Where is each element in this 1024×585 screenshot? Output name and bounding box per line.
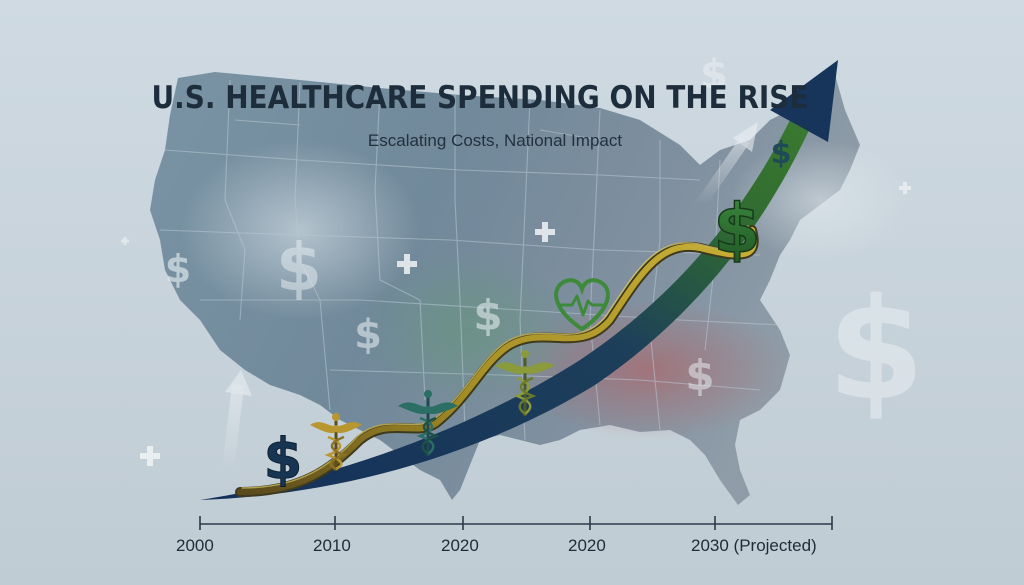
dollar-icon-faded: $ (700, 52, 728, 98)
caduceus-icon (310, 413, 362, 471)
page-title: U.S. HEALTHCARE SPENDING ON THE RISE (151, 80, 809, 116)
dollar-icon-faded: $ (354, 312, 382, 358)
dollar-icon-faded: $ (473, 291, 502, 340)
dollar-icon-faded: $ (827, 269, 924, 432)
faded-arrow-icon (695, 122, 758, 209)
timeline-label-2030-projected: 2030 (Projected) (691, 536, 817, 555)
plus-icon (535, 222, 555, 242)
timeline-axis (199, 516, 833, 530)
caduceus-icon (495, 350, 555, 416)
plus-icon (899, 182, 911, 194)
dollar-icon-faded: $ (165, 247, 191, 291)
spending-ribbon (235, 225, 759, 497)
plus-icon (121, 237, 129, 245)
dollar-icon-green: $ (713, 190, 760, 269)
timeline-label-2020-a: 2020 (441, 536, 479, 555)
page-subtitle: Escalating Costs, National Impact (367, 131, 623, 150)
trend-arrow (200, 60, 838, 500)
heart-pulse-icon (554, 278, 610, 332)
timeline-label-2000: 2000 (176, 536, 214, 555)
caduceus-icon (398, 390, 458, 456)
timeline-label-2010: 2010 (313, 536, 351, 555)
timeline-label-2020-b: 2020 (568, 536, 606, 555)
faded-arrow-icon (222, 370, 252, 471)
plus-icon (140, 446, 160, 466)
plus-icon (397, 254, 417, 274)
dollar-icon-navy-small: $ (771, 136, 792, 171)
dollar-icon-navy: $ (264, 427, 303, 492)
dollar-icon-faded: $ (685, 351, 714, 400)
dollar-icon-faded: $ (276, 229, 322, 306)
